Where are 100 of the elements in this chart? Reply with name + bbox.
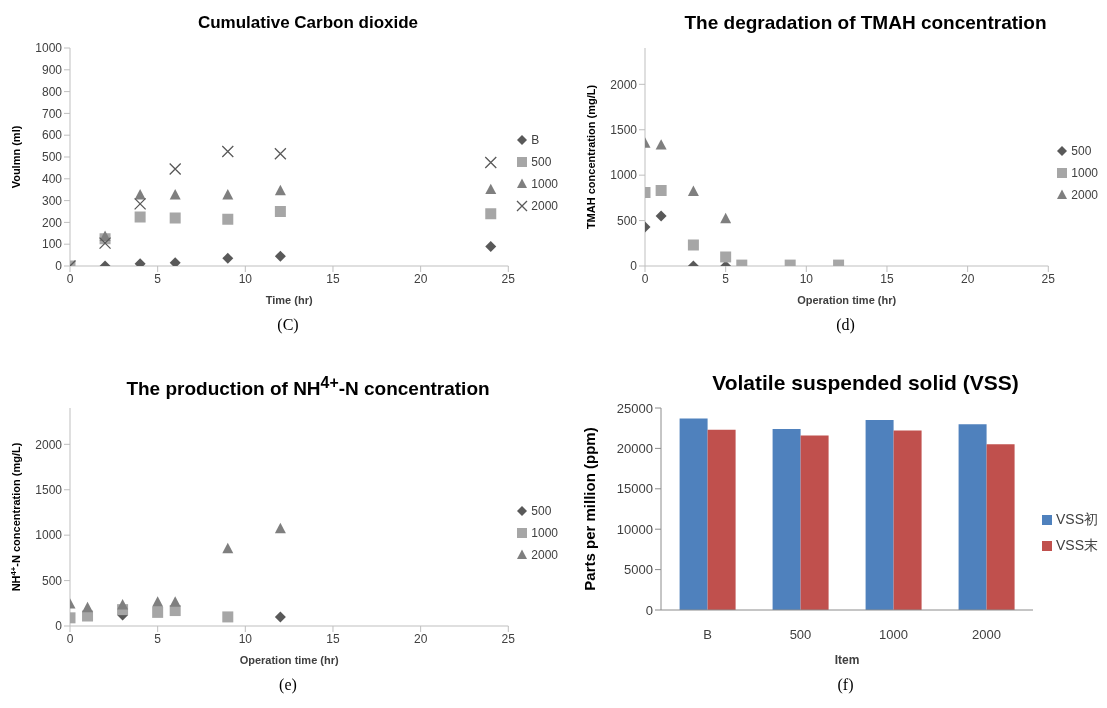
point — [485, 208, 497, 220]
bar — [986, 444, 1015, 610]
point — [221, 145, 234, 158]
point — [274, 206, 286, 217]
y-tick-label: 0 — [645, 602, 653, 618]
point — [134, 211, 146, 223]
point — [484, 156, 497, 169]
y-tick-label: 0 — [630, 259, 638, 274]
legend-label: 2000 — [531, 548, 558, 562]
x-tick-label: 500 — [789, 627, 812, 643]
point — [82, 610, 94, 622]
point — [687, 239, 699, 251]
point — [222, 189, 234, 200]
x-tick-label: 15 — [880, 271, 894, 286]
x-tick-label: 25 — [501, 271, 516, 286]
y-tick-label: 700 — [41, 106, 63, 121]
y-tick-label: 2000 — [610, 77, 638, 92]
point — [655, 139, 667, 150]
x-tick-label: 1000 — [879, 627, 908, 643]
point — [222, 611, 234, 623]
x-tick-label: 0 — [66, 631, 74, 646]
y-tick-label: 1000 — [35, 528, 63, 543]
point — [222, 213, 234, 225]
point — [274, 250, 286, 262]
y-axis-title: TMAH concentration (mg/L) — [585, 84, 597, 230]
legend-label: 1000 — [531, 526, 558, 540]
point — [655, 210, 667, 222]
x-tick-label: 25 — [1041, 271, 1056, 286]
y-tick-label: 600 — [41, 128, 63, 143]
text: (d) — [836, 316, 855, 333]
point — [274, 522, 286, 534]
point — [169, 189, 181, 200]
y-tick-label: 500 — [616, 213, 638, 228]
y-tick-label: 500 — [41, 573, 63, 588]
y-tick-label: 2000 — [35, 437, 63, 452]
y-tick-label: 1500 — [35, 483, 63, 498]
bar — [893, 430, 922, 610]
legend-label: 500 — [1071, 144, 1092, 158]
point — [169, 596, 181, 607]
x-axis-title: Item — [834, 653, 860, 667]
x-tick-label: 10 — [238, 631, 253, 646]
y-tick-label: 15000 — [616, 481, 653, 497]
bar — [865, 420, 894, 610]
bar — [800, 435, 829, 610]
y-tick-label: 1000 — [610, 168, 638, 183]
x-tick-label: 15 — [326, 631, 340, 646]
text: (e) — [279, 676, 297, 693]
chart-title: Cumulative Carbon dioxide — [197, 13, 419, 32]
point — [485, 240, 497, 252]
y-tick-label: 500 — [41, 150, 63, 165]
x-axis-title: Operation time (hr) — [239, 654, 339, 666]
x-tick-label: 10 — [799, 271, 814, 286]
y-tick-label: 1500 — [610, 123, 638, 138]
x-tick-label: 0 — [66, 271, 74, 286]
y-tick-label: 200 — [41, 215, 63, 230]
y-tick-label: 1000 — [35, 41, 63, 56]
legend-label: VSS初 — [1055, 511, 1098, 527]
y-tick-label: 25000 — [616, 400, 653, 416]
point — [720, 251, 732, 263]
y-tick-label: 5000 — [624, 562, 653, 578]
legend-label: 500 — [531, 155, 552, 169]
y-tick-label: 900 — [41, 63, 63, 78]
x-axis-title: Operation time (hr) — [797, 294, 897, 306]
y-tick-label: 20000 — [616, 441, 653, 457]
point — [98, 236, 112, 250]
y-tick-label: 300 — [41, 193, 63, 208]
point — [222, 252, 234, 264]
point — [169, 162, 182, 176]
bar — [958, 424, 987, 610]
y-tick-label: 100 — [41, 237, 63, 252]
chart-title: The degradation of TMAH concentration — [684, 12, 1047, 33]
point — [152, 606, 164, 618]
x-tick-label: 10 — [238, 271, 253, 286]
point — [687, 185, 699, 196]
point — [274, 147, 287, 160]
legend-label: 1000 — [531, 177, 558, 191]
x-tick-label: 20 — [413, 631, 428, 646]
point — [117, 599, 129, 610]
x-tick-label: 20 — [413, 271, 428, 286]
x-tick-label: 5 — [722, 271, 730, 286]
x-tick-label: 2000 — [972, 627, 1001, 643]
bar — [707, 429, 736, 610]
y-axis-title: Parts per million (ppm) — [581, 427, 598, 591]
chart-title: Volatile suspended solid (VSS) — [712, 371, 1019, 394]
point — [274, 611, 286, 623]
point — [133, 197, 147, 211]
chart-title: The production of NH$^{4+}$-N concentration — [126, 374, 490, 400]
point — [274, 184, 286, 196]
x-tick-label: 15 — [326, 271, 340, 286]
y-tick-label: 0 — [55, 259, 63, 274]
text: (C) — [277, 316, 299, 333]
y-tick-label: 400 — [41, 172, 63, 187]
point — [82, 601, 94, 613]
bar — [679, 418, 708, 610]
point — [222, 542, 234, 554]
point — [169, 212, 181, 224]
x-tick-label: 25 — [501, 631, 516, 646]
y-tick-label: 800 — [41, 84, 63, 99]
legend-label: 2000 — [1071, 188, 1098, 202]
point — [152, 596, 164, 607]
